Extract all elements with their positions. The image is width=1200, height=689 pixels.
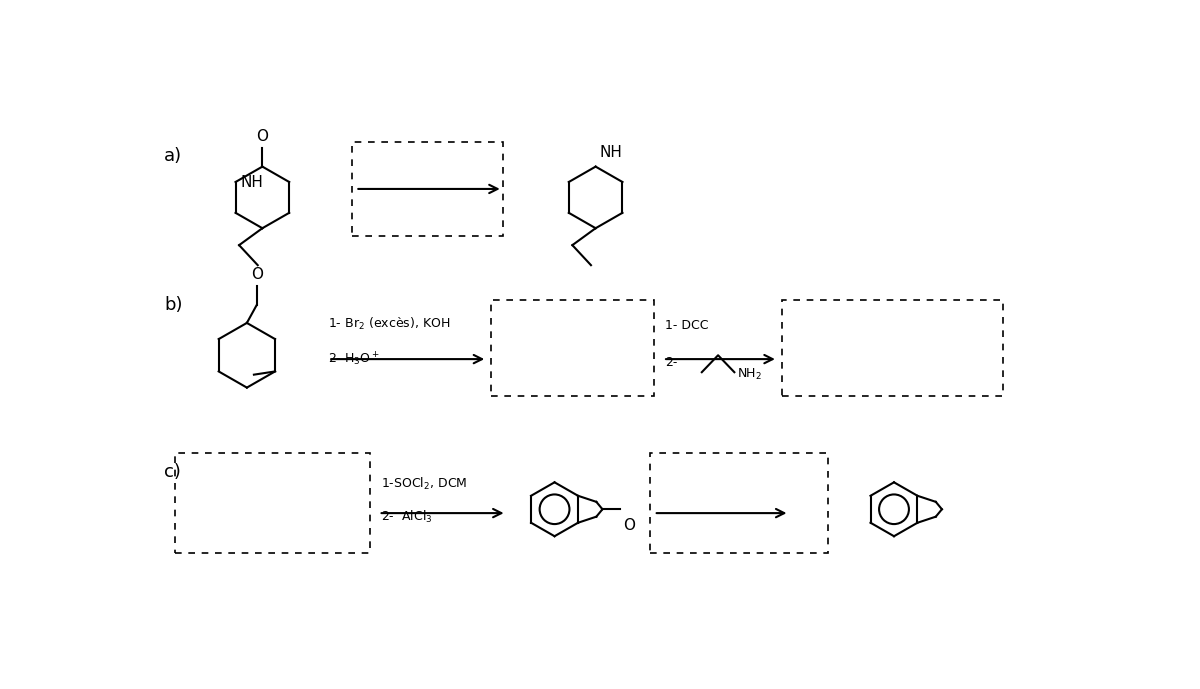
Text: NH: NH [240,174,263,189]
Text: 2- H$_3$O$^+$: 2- H$_3$O$^+$ [329,351,380,368]
Text: NH: NH [600,145,623,160]
Text: c): c) [164,463,181,481]
Text: NH$_2$: NH$_2$ [737,367,762,382]
Text: 2-: 2- [665,356,678,369]
Text: a): a) [164,147,182,165]
Text: O: O [257,130,269,144]
Text: 1- Br$_2$ (excès), KOH: 1- Br$_2$ (excès), KOH [329,316,450,332]
Text: b): b) [164,296,182,314]
Text: O: O [623,519,635,533]
Text: 1-SOCl$_2$, DCM: 1-SOCl$_2$, DCM [380,475,467,491]
Text: 1- DCC: 1- DCC [665,319,709,332]
Text: O: O [251,267,263,282]
Text: 2-  AlCl$_3$: 2- AlCl$_3$ [380,509,432,525]
